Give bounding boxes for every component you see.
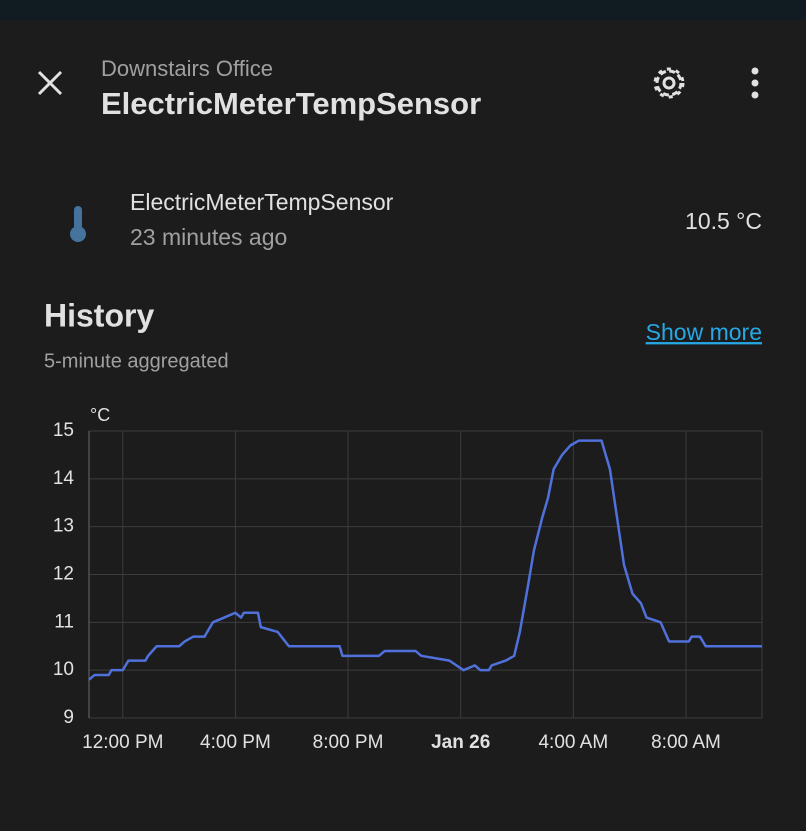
y-tick-label: 13: [53, 516, 74, 537]
close-button[interactable]: [37, 70, 63, 96]
settings-button[interactable]: [653, 67, 685, 99]
y-tick-label: 12: [53, 564, 74, 585]
y-tick-label: 14: [53, 468, 75, 489]
thermometer-icon: [70, 206, 86, 242]
y-tick-label: 9: [63, 707, 74, 728]
status-bar: [0, 0, 806, 20]
y-unit: °C: [90, 405, 110, 425]
last-changed: 23 minutes ago: [130, 224, 287, 250]
x-tick-label: 8:00 PM: [313, 732, 384, 753]
menu-button[interactable]: [751, 67, 759, 99]
history-subtitle: 5-minute aggregated: [44, 350, 229, 372]
history-title: History: [44, 297, 154, 333]
x-tick-label: 8:00 AM: [651, 732, 721, 753]
x-tick-label: 12:00 PM: [82, 732, 163, 753]
x-tick-label: Jan 26: [431, 732, 490, 753]
temperature-line: [88, 439, 762, 681]
entity-name: ElectricMeterTempSensor: [130, 189, 394, 215]
y-tick-label: 11: [54, 611, 74, 632]
show-more-link[interactable]: Show more: [646, 319, 762, 345]
entity-state: 10.5 °C: [685, 208, 762, 234]
x-tick-label: 4:00 AM: [538, 732, 608, 753]
x-tick-label: 4:00 PM: [200, 732, 271, 753]
header-title: ElectricMeterTempSensor: [101, 86, 481, 121]
y-tick-label: 15: [53, 420, 74, 441]
y-tick-label: 10: [53, 659, 74, 680]
header-subtitle: Downstairs Office: [101, 56, 273, 81]
